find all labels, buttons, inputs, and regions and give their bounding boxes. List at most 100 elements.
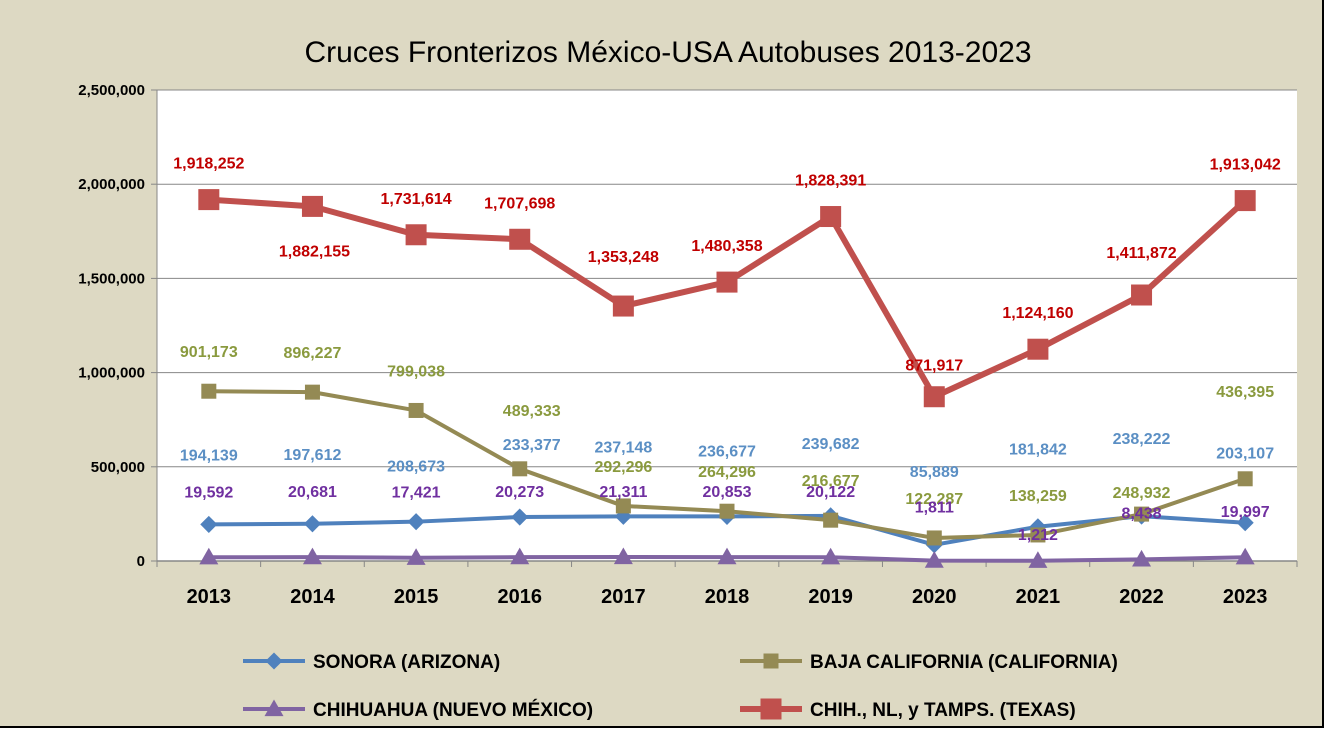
data-point xyxy=(614,507,632,525)
legend-label: SONORA (ARIZONA) xyxy=(313,652,500,673)
data-label: 896,227 xyxy=(284,345,342,362)
data-label: 871,917 xyxy=(905,358,963,375)
data-point xyxy=(1027,338,1049,360)
data-label: 236,677 xyxy=(698,443,756,460)
data-label: 1,882,155 xyxy=(279,243,350,260)
data-label: 248,932 xyxy=(1113,485,1171,502)
data-point xyxy=(304,384,320,400)
y-tick-label: 2,000,000 xyxy=(78,176,145,193)
data-point xyxy=(716,271,738,293)
data-label: 203,107 xyxy=(1216,446,1274,463)
x-tick-label: 2021 xyxy=(1016,586,1061,608)
data-label: 1,828,391 xyxy=(795,173,866,190)
data-point xyxy=(1030,527,1046,543)
data-label: 901,173 xyxy=(180,344,238,361)
x-tick-label: 2014 xyxy=(290,586,335,608)
x-tick-label: 2019 xyxy=(808,586,853,608)
data-point xyxy=(201,383,217,399)
data-point xyxy=(823,512,839,528)
data-point xyxy=(510,547,530,565)
data-label: 85,889 xyxy=(910,464,959,481)
data-point xyxy=(199,547,219,565)
data-label: 19,592 xyxy=(184,484,233,501)
data-label: 122,287 xyxy=(905,491,963,508)
data-label: 799,038 xyxy=(387,363,445,380)
data-label: 21,311 xyxy=(599,484,647,501)
data-point xyxy=(200,515,218,533)
data-label: 1,913,042 xyxy=(1210,157,1281,174)
data-label: 1,918,252 xyxy=(173,156,244,173)
data-point xyxy=(1237,471,1253,487)
legend-item: CHIH., NL, y TAMPS. (TEXAS) xyxy=(740,698,1076,721)
legend-marker xyxy=(264,699,284,717)
data-label: 237,148 xyxy=(594,439,652,456)
data-label: 17,421 xyxy=(392,485,441,502)
data-label: 181,842 xyxy=(1009,442,1067,459)
x-tick-label: 2018 xyxy=(705,586,750,608)
data-label: 20,273 xyxy=(495,484,544,501)
legend: SONORA (ARIZONA) BAJA CALIFORNIA (CALIFOR… xyxy=(243,652,1118,721)
data-labels: 194,139 197,612 208,673 233,377 237,148 236,6… xyxy=(173,156,1281,544)
y-tick-label: 2,500,000 xyxy=(78,82,145,99)
data-label: 292,296 xyxy=(594,459,652,476)
data-point xyxy=(405,224,427,246)
data-label: 239,682 xyxy=(802,436,860,453)
legend-marker xyxy=(760,698,782,720)
data-point xyxy=(511,508,529,526)
data-point xyxy=(923,386,945,408)
x-tick-label: 2013 xyxy=(187,586,232,608)
legend-item: BAJA CALIFORNIA (CALIFORNIA) xyxy=(740,652,1118,673)
data-point xyxy=(302,547,322,565)
data-point xyxy=(407,513,425,531)
data-point xyxy=(301,195,323,217)
y-tick-label: 1,000,000 xyxy=(78,365,145,382)
data-label: 1,811 xyxy=(915,500,954,517)
data-point xyxy=(1235,547,1255,565)
data-point xyxy=(509,228,531,250)
data-point xyxy=(924,551,944,568)
data-point xyxy=(612,295,634,317)
data-point xyxy=(615,498,631,514)
data-label: 1,707,698 xyxy=(484,195,555,212)
legend-item: CHIHUAHUA (NUEVO MÉXICO) xyxy=(243,699,593,721)
data-label: 20,122 xyxy=(806,484,855,501)
data-label: 208,673 xyxy=(387,459,445,476)
data-label: 1,731,614 xyxy=(380,191,451,208)
chart-title: Cruces Fronterizos México-USA Autobuses … xyxy=(304,36,1031,69)
data-label: 194,139 xyxy=(180,447,238,464)
legend-label: CHIH., NL, y TAMPS. (TEXAS) xyxy=(810,700,1076,721)
data-point xyxy=(717,547,737,565)
data-point xyxy=(1028,551,1048,568)
data-label: 8,438 xyxy=(1122,505,1162,522)
data-point xyxy=(1134,506,1150,522)
data-point xyxy=(613,547,633,565)
data-point xyxy=(820,206,842,228)
x-tick-label: 2015 xyxy=(394,586,439,608)
x-tick-label: 2016 xyxy=(497,586,542,608)
data-point xyxy=(303,515,322,533)
data-label: 1,353,248 xyxy=(588,249,659,266)
data-label: 436,395 xyxy=(1216,384,1274,401)
series-group xyxy=(198,189,1256,568)
x-tick-label: 2022 xyxy=(1119,586,1164,608)
data-label: 20,681 xyxy=(288,484,337,501)
y-tick-label: 500,000 xyxy=(91,459,145,476)
legend-label: BAJA CALIFORNIA (CALIFORNIA) xyxy=(810,652,1118,673)
legend-item: SONORA (ARIZONA) xyxy=(243,652,500,673)
data-label: 1,411,872 xyxy=(1106,245,1176,262)
data-point xyxy=(198,189,220,211)
plot-area xyxy=(157,90,1297,561)
data-point xyxy=(512,461,528,477)
data-label: 1,480,358 xyxy=(691,238,762,255)
legend-marker xyxy=(763,653,779,669)
data-point xyxy=(1132,549,1152,567)
data-label: 238,222 xyxy=(1113,431,1171,448)
data-point xyxy=(406,548,426,565)
data-point xyxy=(1131,284,1153,306)
data-point xyxy=(926,530,942,546)
data-point xyxy=(1234,190,1256,212)
data-point xyxy=(719,503,735,519)
data-label: 264,296 xyxy=(698,464,756,481)
